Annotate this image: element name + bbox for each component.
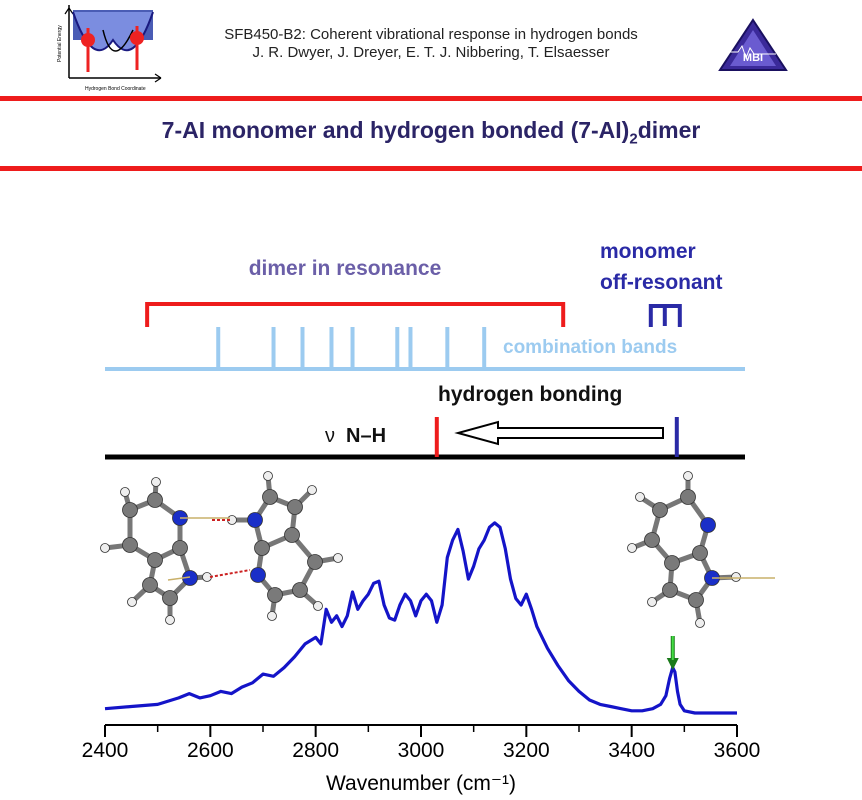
monomer-molecule (627, 471, 775, 628)
x-tick-label: 3400 (608, 739, 655, 762)
carbon-atom (172, 540, 188, 556)
page-title: 7-AI monomer and hydrogen bonded (7-AI)2… (161, 117, 701, 148)
carbon-atom (662, 582, 678, 598)
x-tick-label: 2600 (187, 739, 234, 762)
carbon-atom (292, 582, 308, 598)
x-axis-label: Wavenumber (cm⁻¹) (326, 772, 516, 795)
molecule-illustrations (100, 471, 775, 628)
spectrum-line (104, 521, 737, 715)
hydrogen-atom (120, 487, 130, 497)
ir-spectrum-chart: 2400 2600 2800 3000 3200 3400 3600 Wavenumber (… (82, 521, 761, 795)
nitrogen-atom (247, 512, 263, 528)
carbon-atom (122, 537, 138, 553)
hydrogen-atom (333, 553, 343, 563)
hydrogen-atom (165, 615, 175, 625)
carbon-atom (284, 527, 300, 543)
hydrogen-atom (695, 618, 705, 628)
carbon-atom (142, 577, 158, 593)
hbond-label: hydrogen bonding (438, 383, 622, 406)
carbon-atom (307, 554, 323, 570)
hydrogen-atom (647, 597, 657, 607)
hydrogen-atom (635, 492, 645, 502)
logo-xlabel: Hydrogen Bond Coordinate (85, 86, 146, 92)
x-tick-label: 2400 (82, 739, 129, 762)
dimer-label: dimer in resonance (249, 257, 442, 280)
hydrogen-atom (683, 471, 693, 481)
carbon-atom (688, 592, 704, 608)
nh-label: N–H (346, 425, 386, 447)
header-line-2: J. R. Dwyer, J. Dreyer, E. T. J. Nibberi… (252, 44, 610, 61)
dimer-molecule (100, 471, 343, 625)
energy-scheme: dimer in resonance monomer off-resonant com… (105, 240, 745, 460)
dimer-bracket (145, 302, 566, 327)
bottom-red-bar (0, 166, 862, 171)
x-tick-label: 3600 (714, 739, 761, 762)
carbon-atom (652, 502, 668, 518)
nitrogen-atom (250, 567, 266, 583)
hydrogen-atom (100, 543, 110, 553)
header-line-1: SFB450-B2: Coherent vibrational response… (224, 26, 638, 43)
combination-label: combination bands (503, 337, 677, 358)
nu-symbol: ν (325, 425, 335, 447)
hydrogen-atom (127, 597, 137, 607)
carbon-atom (287, 499, 303, 515)
displacement-vector-2 (167, 576, 191, 581)
hydrogen-atom (731, 572, 741, 582)
carbon-atom (147, 552, 163, 568)
carbon-atom (664, 555, 680, 571)
hydrogen-atom (263, 471, 273, 481)
carbon-atom (147, 492, 163, 508)
mbi-logo: MBI (718, 18, 788, 71)
monomer-label-1: monomer (600, 240, 696, 263)
monomer-bracket (648, 304, 682, 327)
hbond-shift-arrow (454, 420, 664, 446)
monomer-peak-arrow-head (666, 658, 679, 670)
carbon-atom (254, 540, 270, 556)
hydrogen-bond-2 (209, 569, 251, 578)
hydrogen-atom (313, 601, 323, 611)
carbon-atom (262, 489, 278, 505)
mbi-logo-text: MBI (743, 52, 763, 64)
hydrogen-atom (267, 611, 277, 621)
logo-ylabel: Potential Energy (57, 25, 63, 62)
top-red-bar (0, 96, 862, 101)
monomer-label-2: off-resonant (600, 271, 723, 294)
carbon-atom (162, 590, 178, 606)
carbon-atom (267, 587, 283, 603)
carbon-atom (680, 489, 696, 505)
carbon-atom (692, 545, 708, 561)
x-tick-label: 2800 (292, 739, 339, 762)
nitrogen-atom (700, 517, 716, 533)
potential-energy-logo: Potential Energy Hydrogen Bond Coordinat… (57, 5, 162, 92)
hydrogen-atom (627, 543, 637, 553)
x-tick-label: 3000 (398, 739, 445, 762)
hydrogen-atom (151, 477, 161, 487)
hydrogen-atom (307, 485, 317, 495)
carbon-atom (644, 532, 660, 548)
carbon-atom (122, 502, 138, 518)
x-tick-label: 3200 (503, 739, 550, 762)
